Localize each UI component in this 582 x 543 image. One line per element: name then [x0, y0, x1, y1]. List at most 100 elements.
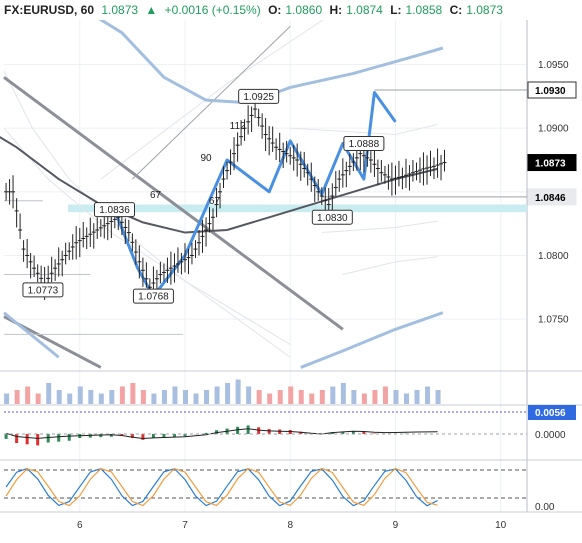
volume-bar: [298, 390, 304, 404]
macd-histogram-bar: [36, 434, 40, 446]
volume-bar: [225, 383, 231, 404]
annotation-label: 1.0830: [317, 213, 348, 224]
annotation-label: 1.0836: [99, 205, 130, 216]
volume-pane: [4, 379, 441, 404]
close-value: 1.0873: [466, 3, 503, 17]
time-axis-label: 6: [77, 520, 83, 531]
macd-histogram-bar: [204, 432, 208, 434]
volume-bar: [319, 390, 325, 404]
stochastic-pane: 0.00: [4, 467, 555, 513]
annotation-box: [343, 135, 385, 151]
trend-line-up: [132, 26, 291, 180]
volume-bar: [204, 390, 210, 404]
macd-histogram-bar: [172, 434, 176, 437]
macd-tag: 0.0056: [535, 408, 566, 419]
close-label: C:: [449, 3, 463, 17]
macd-histogram-bar: [351, 431, 355, 434]
channel-line: [342, 256, 438, 276]
annotation-label: 1.0925: [243, 92, 274, 103]
price-axis-label: 1.0800: [538, 251, 569, 262]
blue-band-lower: [3, 311, 60, 359]
macd-histogram-bar: [362, 431, 366, 434]
annotation-count: 67: [150, 190, 162, 201]
macd-histogram-bar: [130, 434, 134, 439]
annotation-count: 67: [209, 196, 221, 207]
macd-line: [5, 428, 438, 440]
macd-histogram-bar: [341, 432, 345, 434]
grid-lines: [0, 20, 582, 513]
macd-histogram-bar: [162, 434, 166, 438]
annotation-count: 112: [230, 121, 246, 132]
macd-histogram-bar: [267, 429, 271, 434]
volume-bar: [361, 393, 367, 404]
annotation-label: 1.0768: [138, 292, 169, 303]
macd-histogram-bar: [109, 434, 113, 437]
macd-pane: 0.0056 0.0000: [4, 405, 576, 446]
channel-line: [290, 123, 438, 136]
stoch-d-line: [5, 467, 438, 507]
volume-bar: [98, 393, 104, 404]
channel-line: [100, 13, 333, 180]
time-axis-label: 8: [287, 520, 293, 531]
volume-bar: [256, 390, 262, 404]
annotation-box: [93, 202, 135, 218]
annotation-label: 1.0888: [349, 139, 380, 150]
volume-bar: [56, 390, 62, 404]
price-tag-bg: [527, 81, 577, 99]
annotation-box: [22, 282, 64, 298]
annotation-box: [238, 88, 280, 104]
volume-bar: [214, 386, 220, 404]
annotation-label: 1.0773: [28, 285, 59, 296]
annotation-box: [311, 209, 353, 225]
volume-bar: [35, 393, 41, 404]
price-tag-bg: [527, 154, 577, 172]
chart-annotations: 1.0925 1.0888 1.0836 1.0830 1.0773 1.0768 112 9…: [22, 88, 385, 304]
volume-bar: [414, 390, 420, 404]
price-axis-label: 1.0900: [538, 124, 569, 135]
volume-bar: [182, 390, 188, 404]
volume-bar: [130, 383, 136, 404]
price-tag: 1.0873: [535, 159, 566, 170]
volume-bar: [403, 393, 409, 404]
volume-bar: [267, 393, 273, 404]
volume-bar: [288, 386, 294, 404]
volume-bar: [14, 390, 20, 404]
price-tag: 1.0930: [535, 86, 566, 97]
open-label: O:: [268, 3, 282, 17]
trend-line-down: [3, 76, 344, 331]
low-label: L:: [390, 3, 402, 17]
macd-histogram-bar: [246, 425, 250, 434]
stoch-axis-label: 0.00: [535, 502, 555, 513]
volume-bar: [140, 390, 146, 404]
chart-header: FX:EURUSD, 60 1.0873 ▲ +0.0016 (+0.15%) …: [0, 0, 582, 20]
volume-bar: [46, 383, 52, 404]
volume-bar: [109, 390, 115, 404]
volume-bar: [330, 386, 336, 404]
macd-histogram-bar: [25, 434, 29, 445]
volume-bar: [172, 386, 178, 404]
macd-histogram-bar: [99, 434, 103, 438]
volume-bar: [372, 390, 378, 404]
macd-histogram-bar: [141, 434, 145, 440]
macd-histogram-bar: [299, 431, 303, 434]
high-label: H:: [329, 3, 343, 17]
volume-bar: [88, 390, 94, 404]
volume-bar: [193, 393, 199, 404]
axes: 1.09501.09001.08501.08001.07501.09301.08…: [77, 60, 577, 531]
macd-histogram-bar: [67, 434, 71, 441]
symbol-label: FX:EURUSD, 60: [4, 3, 95, 17]
volume-bar: [382, 386, 388, 404]
price-change: +0.0016 (+0.15%): [164, 3, 261, 17]
macd-histogram-bar: [15, 434, 19, 443]
time-axis-label: 7: [182, 520, 188, 531]
volume-bar: [246, 386, 252, 404]
volume-bar: [435, 390, 441, 404]
blue-band-lower: [300, 311, 444, 369]
volume-bar: [340, 383, 346, 404]
macd-histogram-bar: [151, 434, 155, 438]
macd-tag-bg: [528, 405, 576, 420]
macd-histogram-bar: [4, 434, 8, 439]
macd-axis-label: 0.0000: [535, 430, 566, 441]
price-axis-label: 1.0750: [538, 315, 569, 326]
